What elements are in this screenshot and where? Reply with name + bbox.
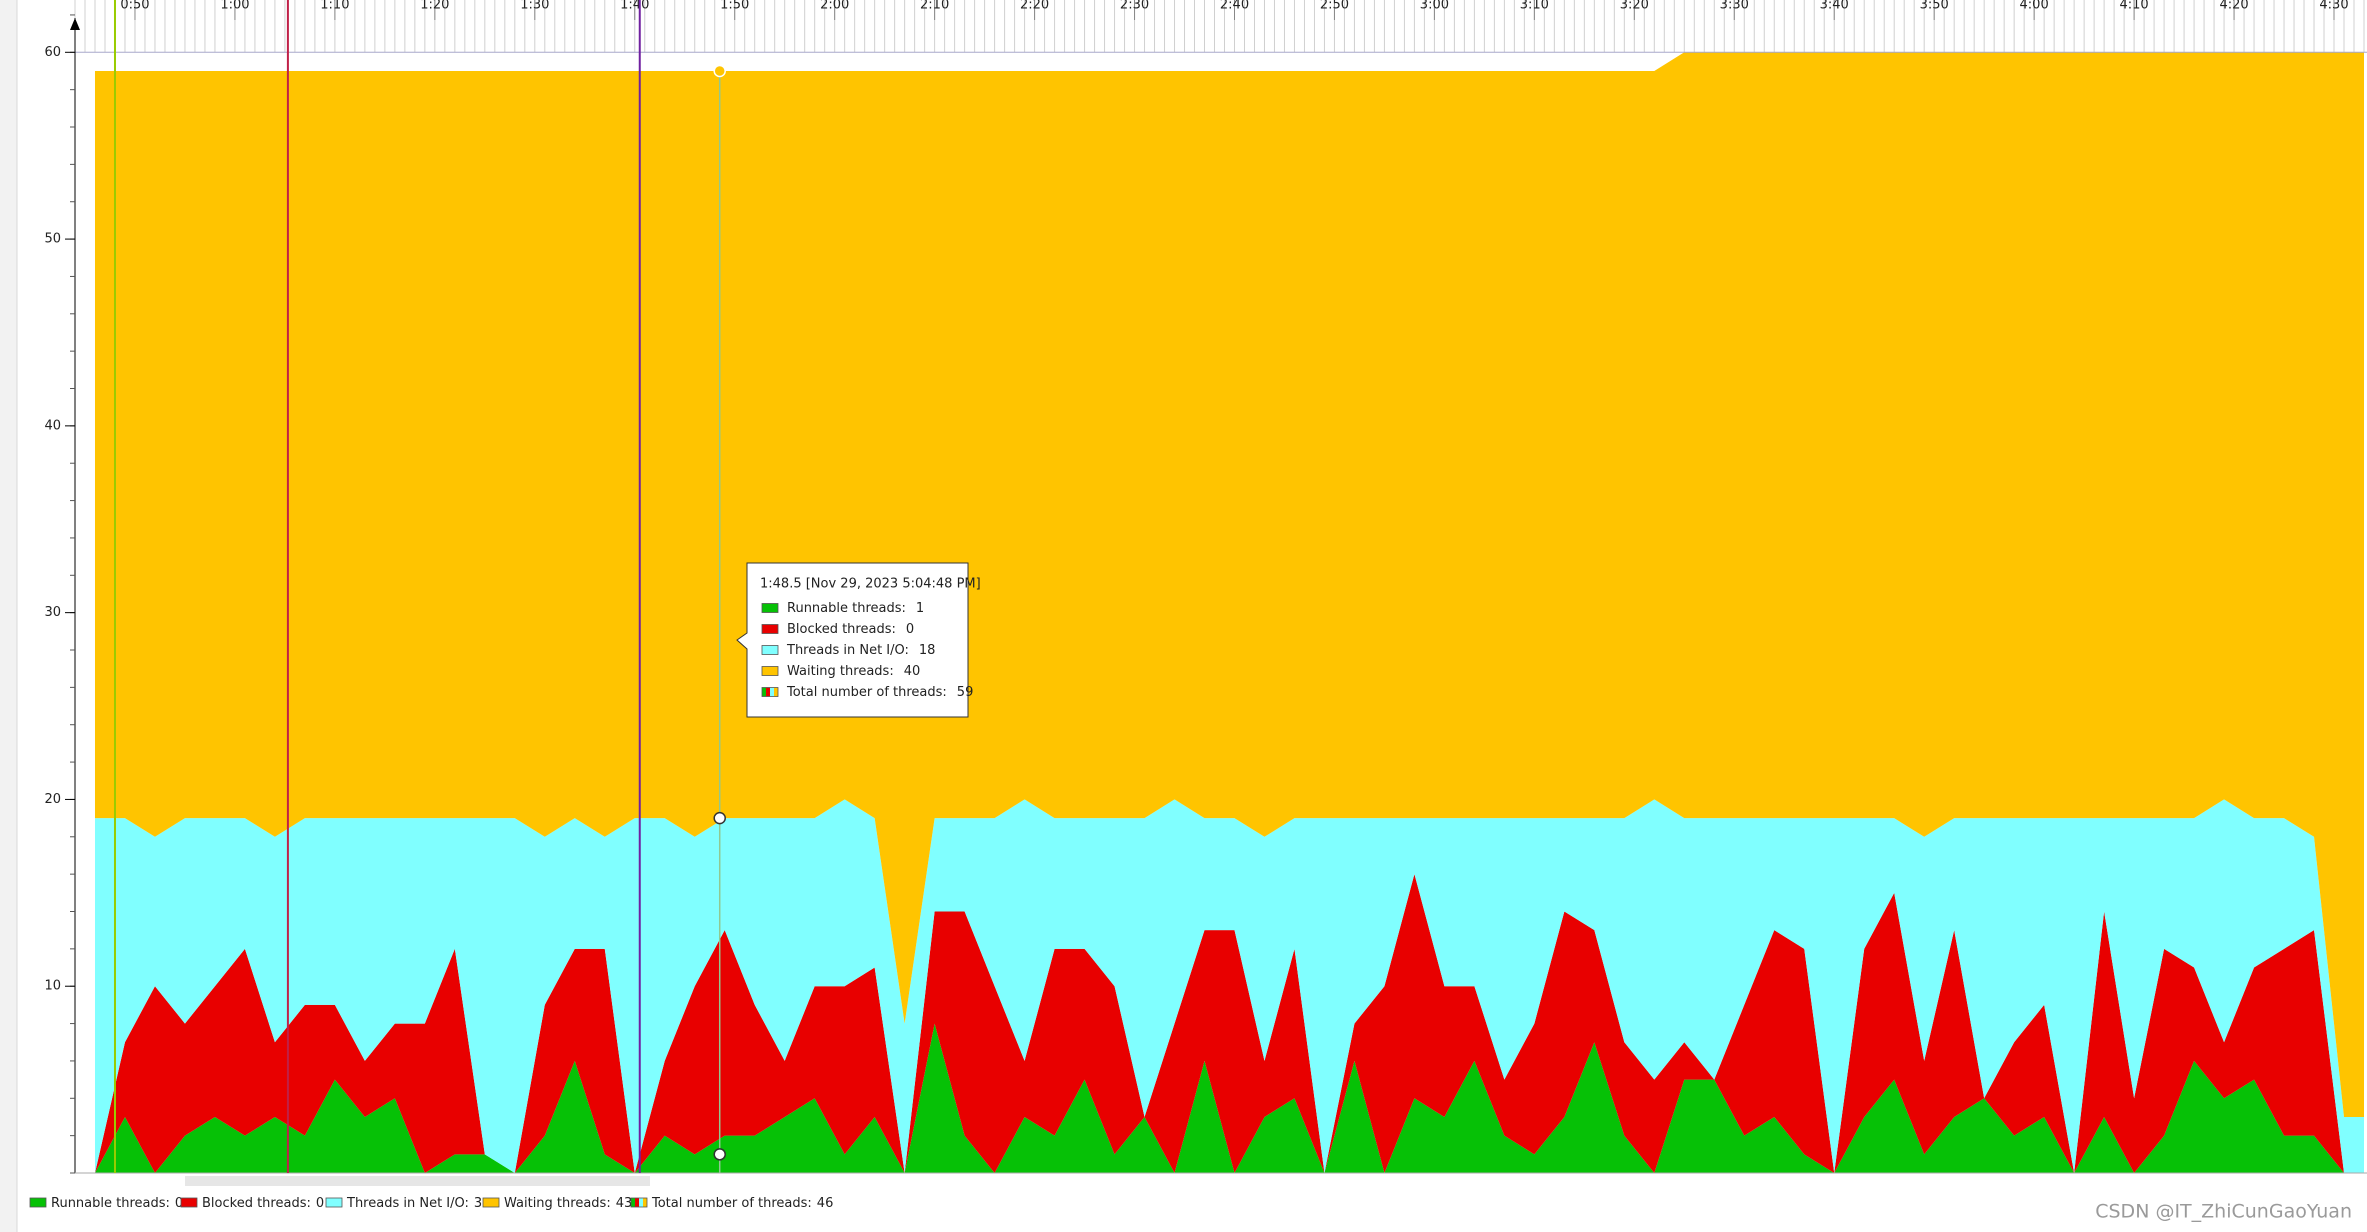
value: 3 [474,1196,482,1211]
x-tick-label: 3:20 [1620,0,1649,13]
side-strip [0,0,17,1232]
cursor-point [713,1148,726,1161]
value: 0 [175,1196,183,1211]
x-tick-label: 3:30 [1720,0,1749,13]
tooltip-icon [761,603,779,613]
value: 0 [316,1196,324,1211]
legend-entry: Total number of threads: 46 [651,1196,833,1211]
icon-stripe [643,1198,647,1207]
label: Threads in Net I/O: [786,643,909,658]
legend-entry: Waiting threads: 43 [504,1196,632,1211]
label: Blocked threads: [787,622,896,637]
icon-border [630,1197,648,1208]
icon-stripe [766,687,770,697]
value: 40 [904,664,921,679]
x-tick-label: 1:00 [220,0,249,13]
label: Threads in Net I/O: [346,1196,469,1211]
legend-icon [180,1197,198,1208]
icon-border [761,687,779,697]
x-tick-label: 4:00 [2020,0,2049,13]
value: 43 [616,1196,633,1211]
value: 18 [919,643,936,658]
icon-stripe [639,1198,643,1207]
legend-icon [29,1197,47,1208]
x-tick-label: 0:50 [120,0,149,13]
y-axis-arrow [70,18,80,30]
label: Waiting threads: [504,1196,611,1211]
x-tick-label: 3:50 [1920,0,1949,13]
tooltip-row: Total number of threads: 59 [786,685,973,700]
x-tick-label: 4:30 [2319,0,2348,13]
legend-entry: Runnable threads: 0 [51,1196,183,1211]
cursor-point [713,811,726,825]
value: 46 [817,1196,834,1211]
tooltip-icon [761,624,779,634]
legend-entry: Blocked threads: 0 [202,1196,324,1211]
label: Total number of threads: [786,685,947,700]
x-tick-label: 1:50 [720,0,749,13]
icon-stripe [762,687,766,697]
icon-stripe [770,687,774,697]
y-tick-label: 30 [44,605,61,620]
y-tick-label: 50 [44,232,61,247]
y-tick-label: 10 [44,979,61,994]
y-tick-label: 20 [44,792,61,807]
y-tick-label: 40 [44,418,61,433]
area [94,1023,2365,1173]
area [94,874,2365,1173]
x-tick-label: 1:40 [620,0,649,13]
icon-stripe [774,687,778,697]
x-tick-label: 3:10 [1520,0,1549,13]
x-tick-label: 4:20 [2219,0,2248,13]
legend-icon [325,1197,343,1208]
tooltip-icon [761,666,779,676]
x-tick-label: 3:00 [1420,0,1449,13]
x-tick-label: 4:10 [2120,0,2149,13]
area [94,52,2365,1117]
value: 1 [916,601,924,616]
x-tick-label: 2:20 [1020,0,1049,13]
icon-stripe [635,1198,639,1207]
x-tick-label: 1:30 [520,0,549,13]
value: 59 [957,685,974,700]
tooltip-title: 1:48.5 [Nov 29, 2023 5:04:48 PM] [760,577,981,592]
x-tick-label: 2:30 [1120,0,1149,13]
label: Waiting threads: [787,664,894,679]
tooltip-box [736,562,969,718]
cursor-point [713,64,726,78]
value: 0 [906,622,914,637]
x-tick-label: 3:40 [1820,0,1849,13]
y-tick-label: 60 [44,45,61,60]
tooltip-row: Blocked threads: 0 [787,622,914,637]
legend-entry: Threads in Net I/O: 3 [346,1196,482,1211]
x-tick-label: 2:00 [820,0,849,13]
label: Runnable threads: [51,1196,170,1211]
scrollbar[interactable] [185,1176,650,1186]
area [94,799,2365,1173]
x-tick-label: 2:10 [920,0,949,13]
legend-icon [630,1197,648,1208]
tooltip-icon [761,687,779,697]
tooltip-icon [761,645,779,655]
x-tick-label: 2:40 [1220,0,1249,13]
label: Blocked threads: [202,1196,311,1211]
tooltip-row: Threads in Net I/O: 18 [786,643,935,658]
icon-stripe [631,1198,635,1207]
tooltip-row: Runnable threads: 1 [787,601,924,616]
label: Runnable threads: [787,601,906,616]
tooltip-row: Waiting threads: 40 [787,664,920,679]
x-tick-label: 2:50 [1320,0,1349,13]
label: Total number of threads: [651,1196,812,1211]
watermark: CSDN @IT_ZhiCunGaoYuan [2095,1201,2352,1223]
x-tick-label: 1:10 [320,0,349,13]
legend-icon [482,1197,500,1208]
x-tick-label: 1:20 [420,0,449,13]
